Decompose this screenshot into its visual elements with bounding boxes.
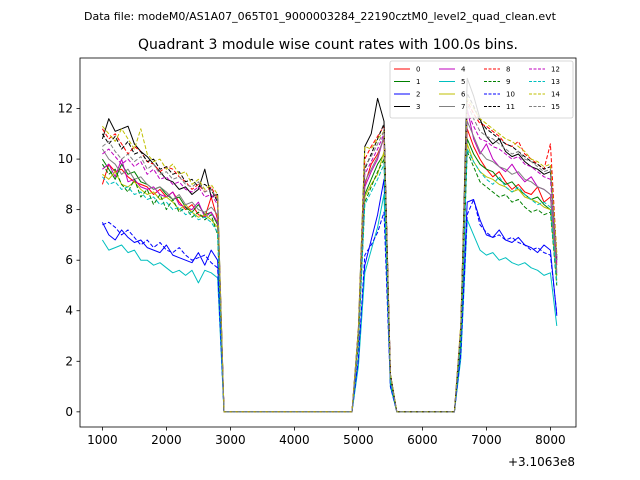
series-line-8 [101, 100, 558, 413]
y-tick-label: 8 [65, 203, 73, 217]
legend-label-9: 9 [506, 78, 510, 86]
legend-label-8: 8 [506, 66, 510, 74]
legend-label-14: 14 [551, 91, 560, 99]
chart-suptitle: Data file: modeM0/AS1A07_065T01_90000032… [84, 10, 557, 23]
series-group [101, 77, 558, 413]
y-tick-label: 4 [65, 304, 73, 318]
x-tick-label: 6000 [407, 433, 438, 447]
series-line-12 [102, 110, 558, 413]
series-line-9 [101, 151, 558, 413]
x-tick-label: 3000 [215, 433, 246, 447]
y-tick-label: 2 [65, 354, 73, 368]
series-line-15 [102, 103, 558, 413]
series-line-5 [101, 194, 558, 413]
legend-label-3: 3 [416, 103, 420, 111]
legend-label-6: 6 [461, 91, 466, 99]
legend-label-12: 12 [551, 66, 560, 74]
legend-frame [389, 60, 574, 119]
y-tick-label: 12 [58, 102, 73, 116]
legend-label-5: 5 [461, 78, 465, 86]
x-tick-label: 8000 [535, 433, 566, 447]
legend-label-10: 10 [506, 91, 515, 99]
chart-title: Quadrant 3 module wise count rates with … [138, 37, 518, 53]
plot-frame [79, 57, 577, 428]
legend-label-7: 7 [461, 103, 465, 111]
legend-label-11: 11 [506, 103, 515, 111]
series-line-7 [101, 120, 558, 413]
y-tick-label: 0 [65, 405, 73, 419]
x-tick-label: 5000 [343, 433, 374, 447]
series-line-4 [102, 108, 558, 413]
x-offset-label: +3.1063e8 [508, 455, 575, 469]
x-tick-label: 4000 [279, 433, 310, 447]
series-line-6 [102, 143, 558, 413]
series-line-2 [101, 178, 558, 413]
x-tick-label: 1000 [87, 433, 118, 447]
legend-label-4: 4 [461, 66, 466, 74]
legend-label-0: 0 [416, 66, 420, 74]
axes-ticks: 1000 2000 3000 4000 5000 6000 7000 8000 0 2 4 6 8 10 1… [58, 102, 566, 447]
series-line-14 [102, 97, 558, 413]
legend-label-13: 13 [551, 78, 560, 86]
x-tick-label: 2000 [151, 433, 182, 447]
legend-label-15: 15 [551, 103, 560, 111]
series-line-10 [102, 199, 558, 413]
series-line-11 [101, 92, 558, 413]
axes-area [79, 57, 577, 428]
y-tick-label: 10 [58, 152, 73, 166]
legend-label-2: 2 [416, 91, 420, 99]
x-tick-label: 7000 [471, 433, 502, 447]
legend-label-1: 1 [416, 78, 420, 86]
series-line-1 [101, 138, 558, 413]
y-tick-label: 6 [65, 253, 73, 267]
